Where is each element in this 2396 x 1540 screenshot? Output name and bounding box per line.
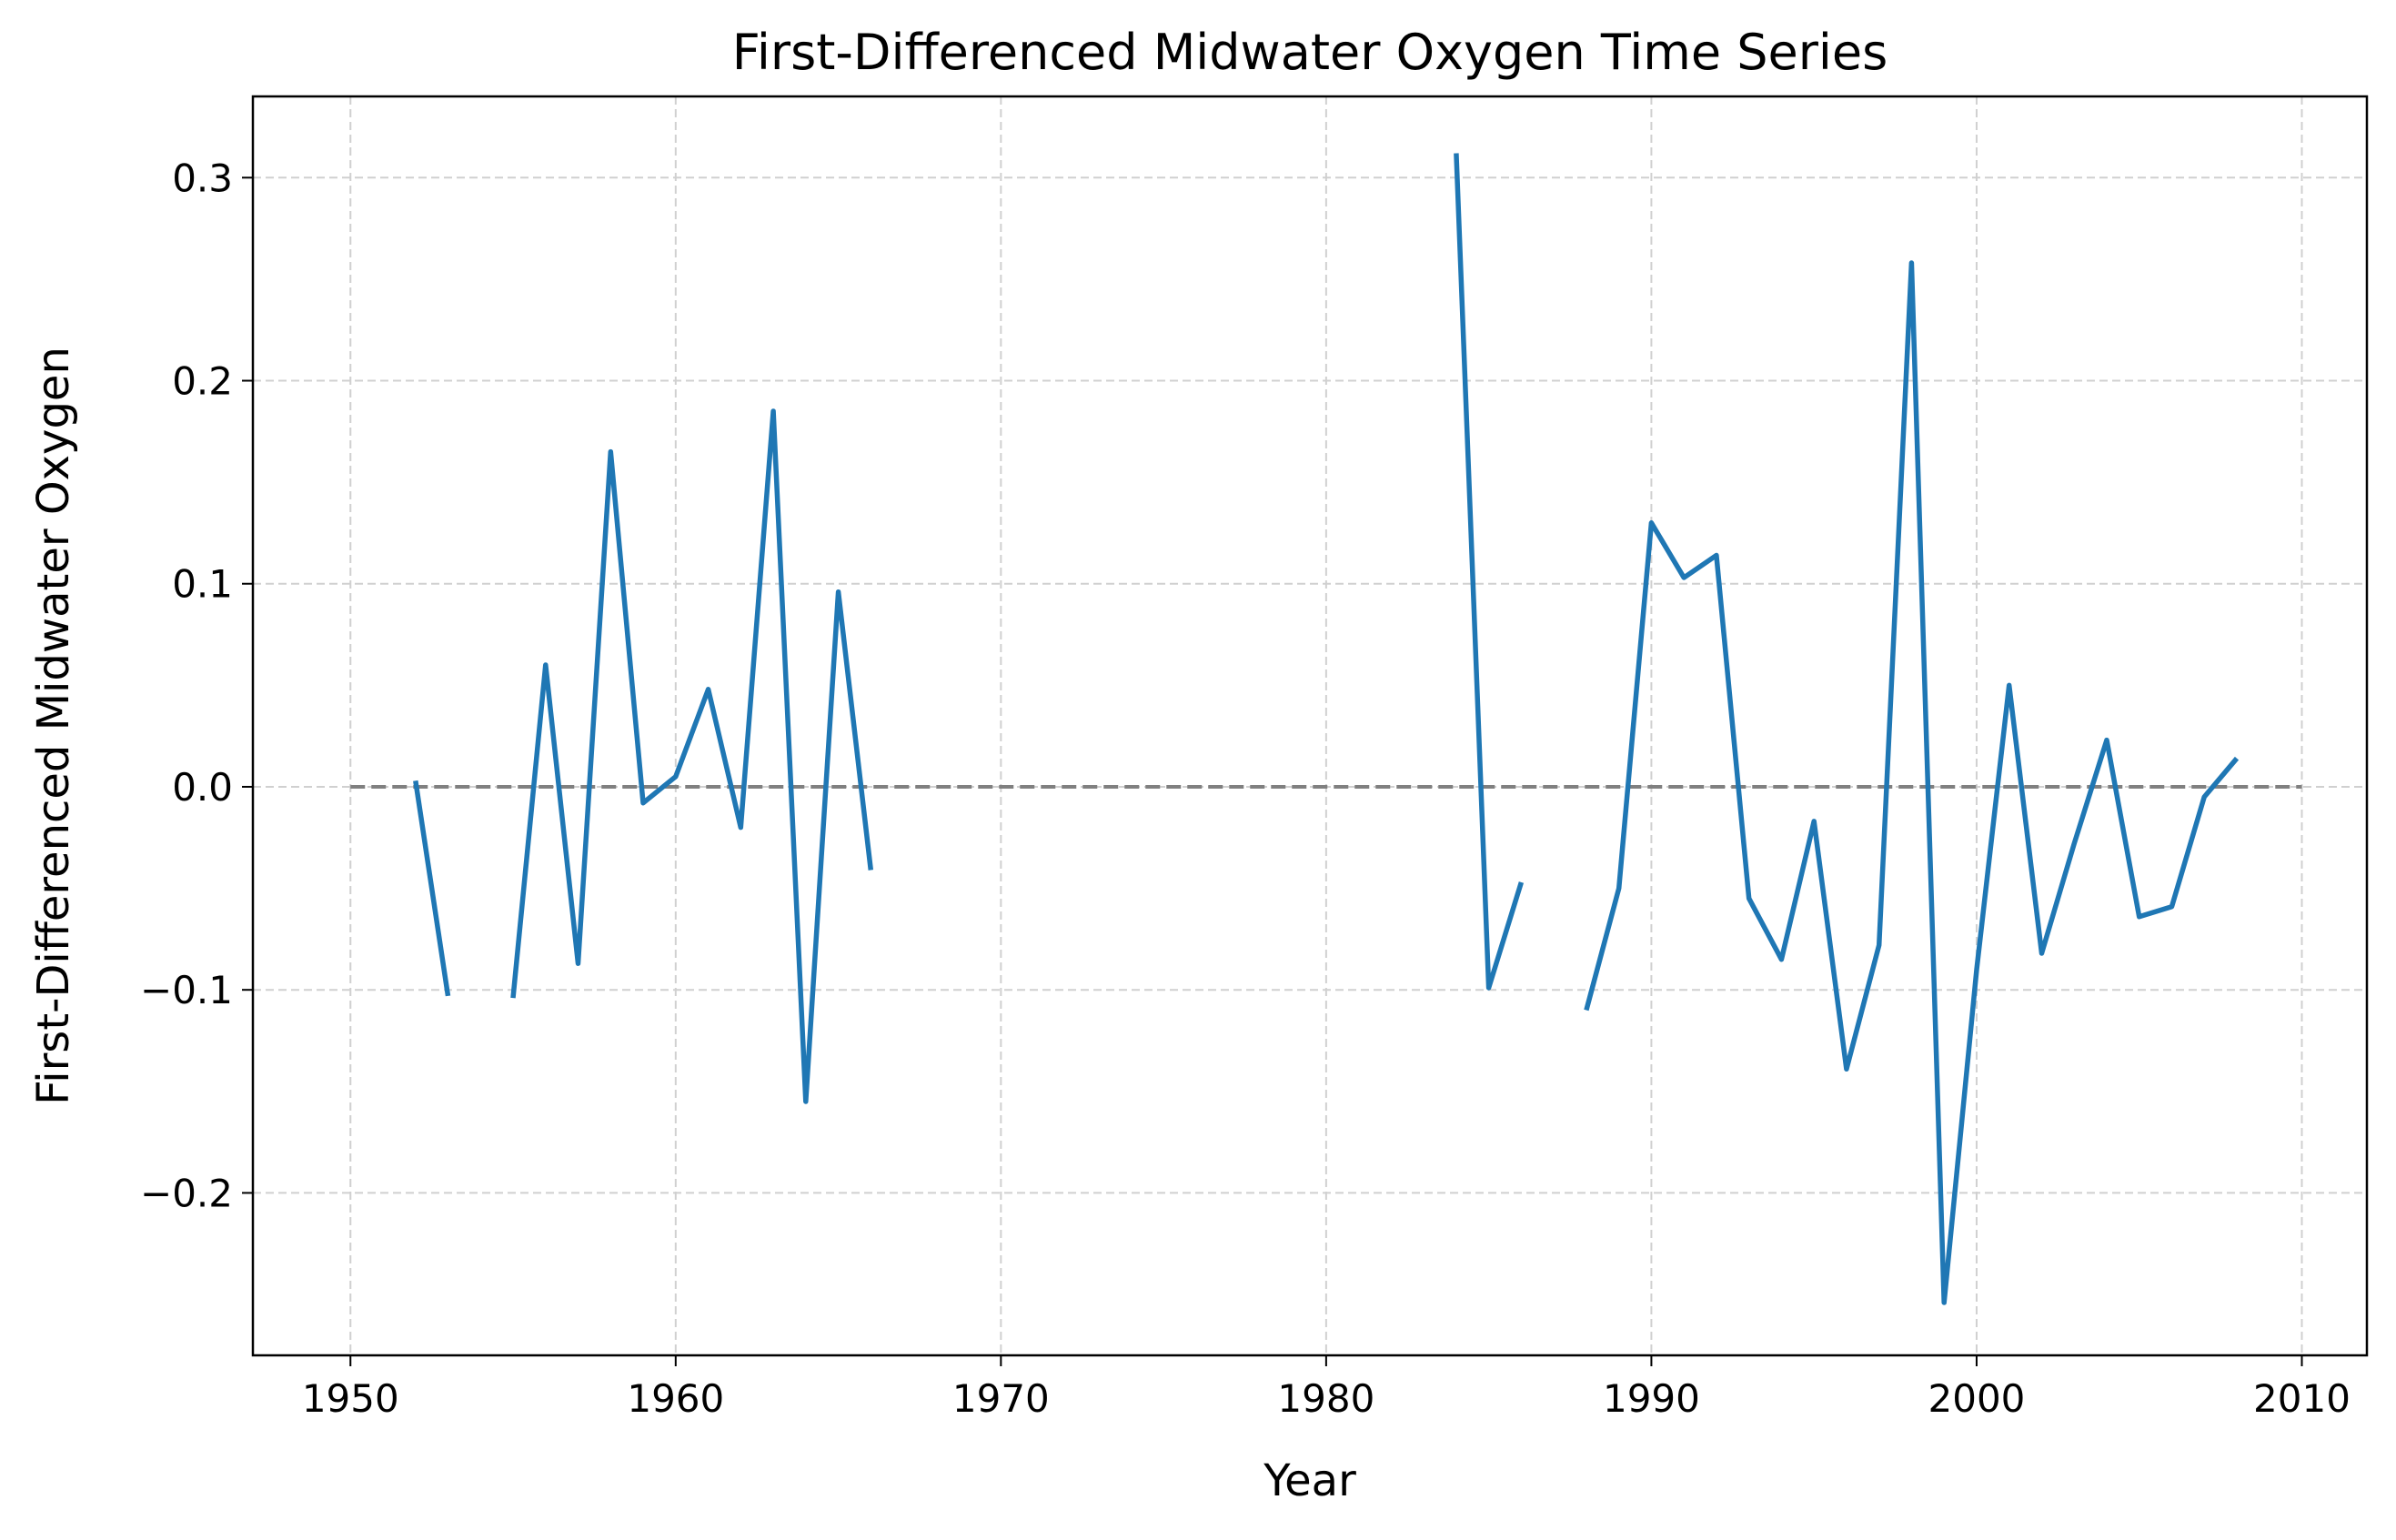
y-tick-label: 0.3 [172, 156, 233, 200]
x-tick-label: 1950 [302, 1376, 399, 1421]
chart-title: First-Differenced Midwater Oxygen Time S… [732, 24, 1888, 81]
plot-frame [251, 95, 2369, 1357]
x-tick-label: 1970 [952, 1376, 1050, 1421]
y-tick-label: 0.0 [172, 765, 233, 810]
y-axis-label: First-Differenced Midwater Oxygen [28, 347, 79, 1105]
x-axis-label: Year [1263, 1455, 1356, 1506]
y-tick-label: 0.2 [172, 359, 233, 404]
series-line-segment [1584, 260, 2240, 1305]
x-tick-label: 1960 [627, 1376, 724, 1421]
y-tick-label: −0.2 [140, 1171, 233, 1215]
series-line-segment [413, 780, 451, 997]
x-tick-label: 1990 [1603, 1376, 1700, 1421]
series-lines [413, 153, 2240, 1305]
y-tick-label: 0.1 [172, 562, 233, 607]
series-line-segment [510, 408, 874, 1104]
x-tick-label: 1980 [1277, 1376, 1374, 1421]
y-tick-label: −0.1 [140, 968, 233, 1012]
axis-ticks: 1950 1960 1970 1980 1990 2000 2010 −0.2 −0.1 0.0 0… [140, 156, 2351, 1421]
series-line-segment [1454, 153, 1525, 991]
x-tick-label: 2010 [2253, 1376, 2351, 1421]
x-tick-label: 2000 [1928, 1376, 2026, 1421]
